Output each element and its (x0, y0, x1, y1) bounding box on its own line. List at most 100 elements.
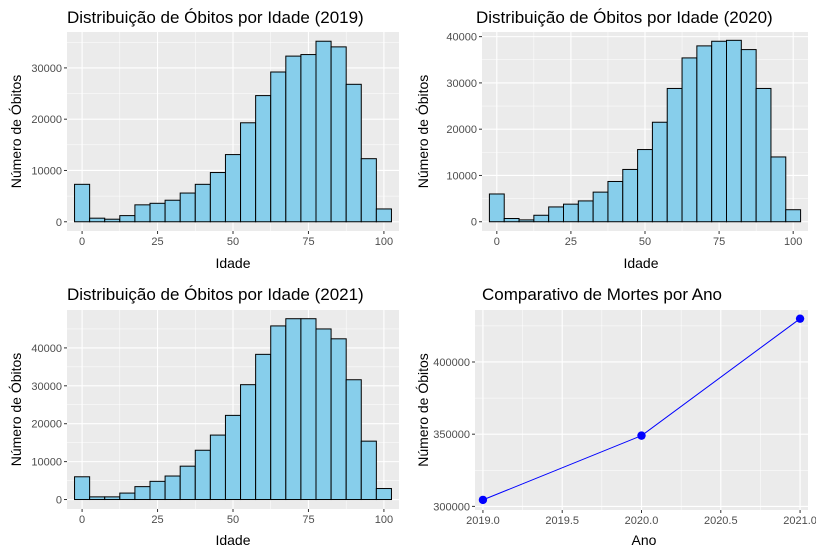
histogram-bar (785, 209, 802, 223)
histogram-bar (563, 203, 579, 223)
histogram-bar (300, 318, 317, 501)
y-tick-label: 40000 (31, 343, 62, 355)
histogram-bar (592, 191, 609, 223)
histogram-bar (209, 172, 226, 223)
data-point (795, 314, 805, 323)
y-tick-label: 10000 (446, 170, 477, 182)
histogram-bar (345, 83, 362, 223)
chart-2021-axes: 0 25 50 75 100 0 10000 20000 30000 40000 (31, 343, 393, 526)
x-tick-label: 75 (713, 236, 725, 248)
histogram-bar (503, 218, 520, 223)
histogram-bar (666, 87, 683, 223)
histogram-bar (360, 440, 377, 501)
histogram-bar (300, 54, 317, 223)
x-tick-label: 2021.0 (783, 515, 816, 527)
histogram-bar (255, 95, 272, 223)
histogram-bar (149, 480, 166, 501)
x-tick-label: 25 (565, 236, 577, 248)
y-tick-label: 30000 (31, 381, 62, 393)
chart-2019-xlabel: Idade (215, 255, 250, 271)
chart-2019-ylabel: Número de Óbitos (8, 75, 24, 189)
histogram-bar (622, 168, 639, 223)
y-tick-label: 40000 (446, 32, 477, 44)
histogram-bar (315, 40, 332, 223)
x-tick-label: 100 (375, 236, 393, 248)
chart-comparativo-xlabel: Ano (632, 532, 657, 548)
x-tick-label: 50 (227, 514, 239, 526)
histogram-bar (548, 206, 565, 223)
histogram-bar (149, 202, 166, 223)
histogram-bar (134, 486, 151, 501)
histogram-bar (164, 475, 181, 501)
chart-2019-bars (74, 40, 392, 223)
histogram-bar (375, 208, 392, 223)
x-tick-label: 0 (494, 236, 500, 248)
histogram-bar (330, 338, 347, 501)
histogram-bar (164, 199, 181, 223)
x-tick-label: 100 (375, 514, 393, 526)
y-tick-label: 20000 (31, 419, 62, 431)
chart-2021-ylabel: Número de Óbitos (8, 353, 24, 467)
x-tick-label: 0 (79, 236, 85, 248)
chart-2021: Distribuição de Óbitos por Idade (2021) … (8, 285, 399, 548)
histogram-bar (194, 183, 211, 223)
histogram-bar (224, 414, 242, 501)
histogram-bar (637, 149, 653, 223)
y-tick-label: 20000 (31, 114, 62, 126)
histogram-bar (89, 217, 106, 223)
histogram-bar (119, 215, 136, 223)
chart-comparativo-axes: 2019.0 2019.5 2020.0 2020.5 2021.0 300000 3500… (433, 357, 816, 527)
x-tick-label: 2020.5 (704, 515, 738, 527)
histogram-bar (104, 218, 121, 223)
histogram-bar (740, 49, 757, 223)
histogram-bar (74, 183, 91, 223)
histogram-bar (360, 158, 377, 223)
histogram-bar (89, 496, 106, 501)
chart-2019-title: Distribuição de Óbitos por Idade (2019) (67, 8, 364, 27)
histogram-bar (255, 353, 272, 501)
histogram-bar (375, 488, 392, 501)
histogram-bar (134, 204, 151, 223)
y-tick-label: 10000 (31, 457, 62, 469)
y-tick-label: 0 (56, 495, 62, 507)
histogram-bar (209, 434, 226, 501)
data-point (478, 495, 488, 505)
chart-2020: Distribuição de Óbitos por Idade (2020) … (415, 8, 808, 271)
x-tick-label: 25 (151, 514, 163, 526)
histogram-bar (345, 379, 362, 501)
histogram-bar (224, 154, 242, 223)
histogram-bar (726, 39, 742, 223)
histogram-bar (755, 87, 772, 223)
histogram-bar (74, 476, 91, 501)
chart-comparativo: Comparativo de Mortes por Ano 2019.0 2019… (415, 285, 816, 548)
histogram-bar (240, 122, 257, 223)
histogram-bar (315, 328, 332, 501)
x-tick-label: 2019.0 (466, 515, 500, 527)
histogram-bar (696, 45, 713, 223)
y-tick-label: 300000 (433, 501, 470, 513)
chart-2021-title: Distribuição de Óbitos por Idade (2021) (67, 285, 364, 304)
chart-2020-xlabel: Idade (623, 255, 658, 271)
histogram-bar (488, 193, 505, 223)
x-tick-label: 50 (639, 236, 651, 248)
chart-2020-axes: 0 25 50 75 100 0 10000 20000 30000 40000 (446, 32, 802, 248)
y-tick-label: 30000 (446, 78, 477, 90)
histogram-bar (240, 384, 257, 501)
histogram-bar (711, 40, 728, 223)
x-tick-label: 2020.0 (625, 515, 659, 527)
x-tick-label: 75 (302, 236, 314, 248)
y-tick-label: 0 (471, 217, 477, 229)
y-tick-label: 10000 (31, 165, 62, 177)
chart-2020-title: Distribuição de Óbitos por Idade (2020) (476, 8, 773, 27)
histogram-bar (330, 46, 347, 223)
histogram-bar (533, 214, 550, 223)
y-tick-label: 30000 (31, 63, 62, 75)
x-tick-label: 0 (79, 514, 85, 526)
y-tick-label: 400000 (433, 357, 470, 369)
histogram-bar (179, 465, 196, 501)
histogram-bar (270, 325, 287, 501)
histogram-bar (518, 219, 535, 223)
histogram-bar (681, 57, 698, 223)
x-tick-label: 50 (227, 236, 239, 248)
